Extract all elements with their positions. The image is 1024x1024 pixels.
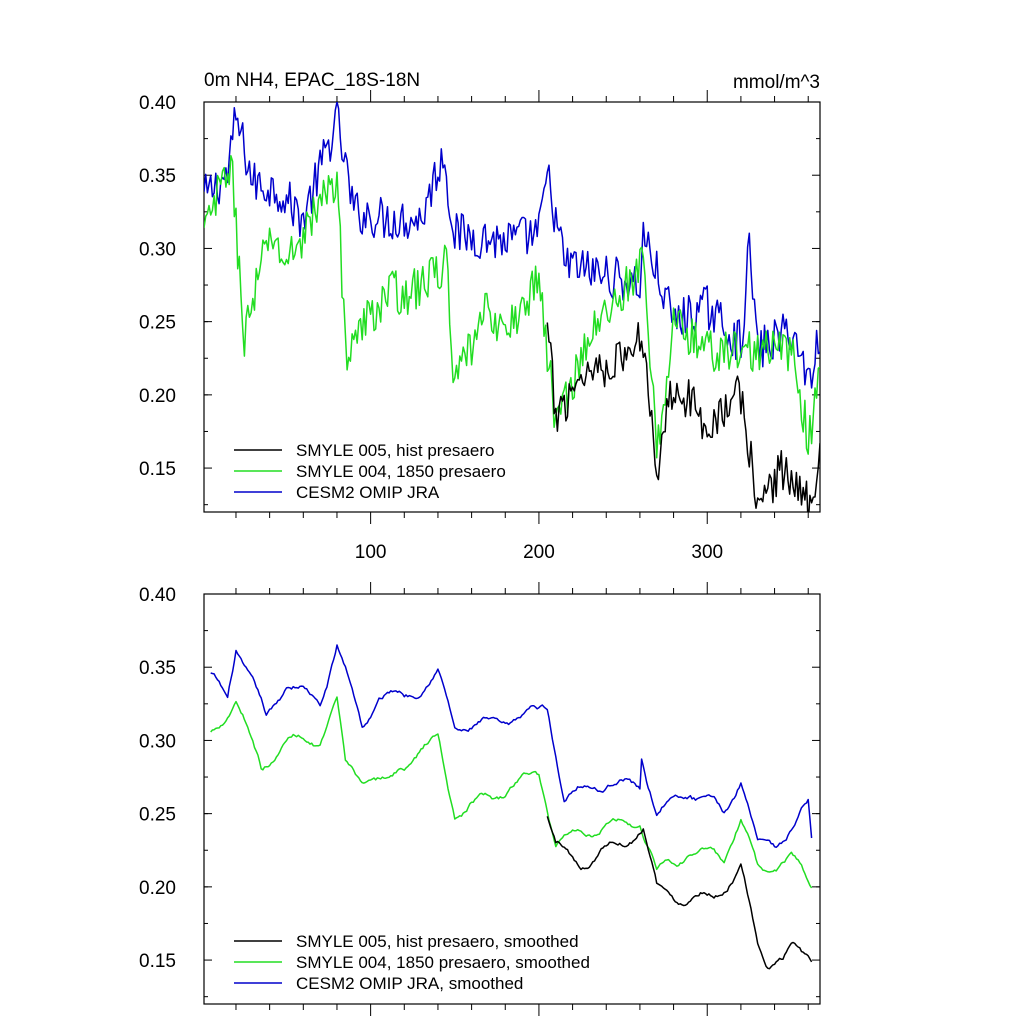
series-line-hist (546, 816, 813, 970)
legend-label: CESM2 OMIP JRA (296, 483, 440, 502)
chart-title: 0m NH4, EPAC_18S-18N (204, 70, 420, 91)
y-tick-label: 0.35 (139, 166, 176, 187)
series-line-omip (204, 102, 820, 389)
y-tick-label: 0.40 (139, 93, 176, 114)
y-tick-label: 0.30 (139, 239, 176, 260)
series-line-e1850 (210, 696, 813, 889)
y-tick-label: 0.35 (139, 658, 176, 679)
legend-label: CESM2 OMIP JRA, smoothed (296, 974, 523, 993)
plot-frame (203, 101, 821, 513)
y-tick-label: 0.25 (139, 313, 176, 334)
legend-label: SMYLE 004, 1850 presaero, smoothed (296, 953, 590, 972)
series-line-hist (546, 322, 820, 512)
y-tick-label: 0.15 (139, 951, 176, 972)
x-tick-label: 200 (523, 542, 555, 563)
x-tick-label: 100 (355, 542, 387, 563)
x-tick-label: 300 (691, 542, 723, 563)
y-tick-label: 0.25 (139, 805, 176, 826)
bottom-panel: 0.15 0.20 0.25 0.30 0.35 0.40 SMYLE 005, hist … (139, 582, 821, 1016)
legend-label: SMYLE 005, hist presaero, smoothed (296, 932, 579, 951)
series-line-omip (210, 644, 813, 849)
y-tick-label: 0.20 (139, 386, 176, 407)
legend-label: SMYLE 004, 1850 presaero (296, 462, 506, 481)
y-tick-label: 0.30 (139, 731, 176, 752)
series-line-e1850 (204, 155, 820, 459)
plot-frame (203, 593, 821, 1005)
units-label: mmol/m^3 (733, 72, 820, 93)
legend-label: SMYLE 005, hist presaero (296, 441, 494, 460)
y-tick-label: 0.20 (139, 878, 176, 899)
y-tick-label: 0.40 (139, 585, 176, 606)
y-tick-label: 0.15 (139, 459, 176, 480)
top-panel: 0m NH4, EPAC_18S-18N mmol/m^3 0.15 0.20 0.… (139, 70, 821, 563)
